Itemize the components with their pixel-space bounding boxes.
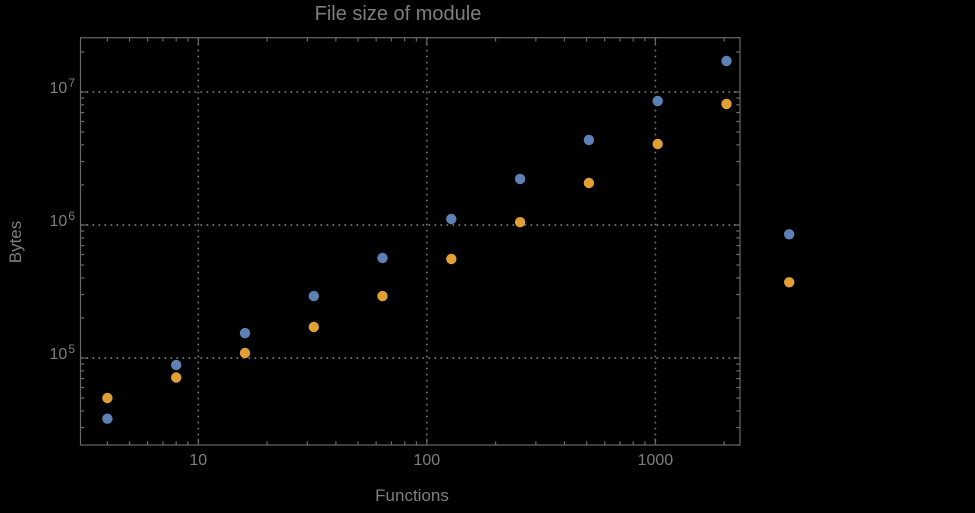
data-point-series-blue [514,173,526,185]
data-point-series-orange [377,290,388,302]
data-point-series-orange [721,98,732,110]
data-point-series-blue [377,252,388,264]
data-point-series-blue [308,290,319,302]
data-point-series-orange [308,321,319,333]
y-tick-label: 107 [49,76,75,97]
data-point-series-blue [239,327,251,339]
data-point-series-blue [171,359,182,371]
data-point-series-orange [239,347,251,359]
data-point-series-blue [583,134,595,146]
x-tick-label: 100 [413,452,441,469]
data-point-series-blue [721,55,732,67]
x-tick-label: 10 [189,452,208,469]
data-point-series-orange [583,177,595,189]
data-point-series-blue [652,95,663,107]
plot-frame [79,37,741,446]
data-point-series-orange [784,277,795,288]
y-axis-label: Bytes [6,220,25,264]
data-point-series-orange [446,253,457,265]
data-point-series-blue [446,213,457,225]
data-point-series-orange [102,392,113,404]
data-point-series-blue [784,229,795,240]
data-point-series-orange [514,217,526,228]
y-tick-label: 106 [49,209,75,230]
x-axis-label: Functions [375,486,449,505]
data-point-series-blue [102,413,113,424]
data-point-series-orange [652,138,663,150]
chart-title: File size of module [314,3,482,25]
data-point-series-orange [171,372,182,383]
x-tick-label: 1000 [637,452,674,469]
y-tick-label: 105 [49,342,75,363]
